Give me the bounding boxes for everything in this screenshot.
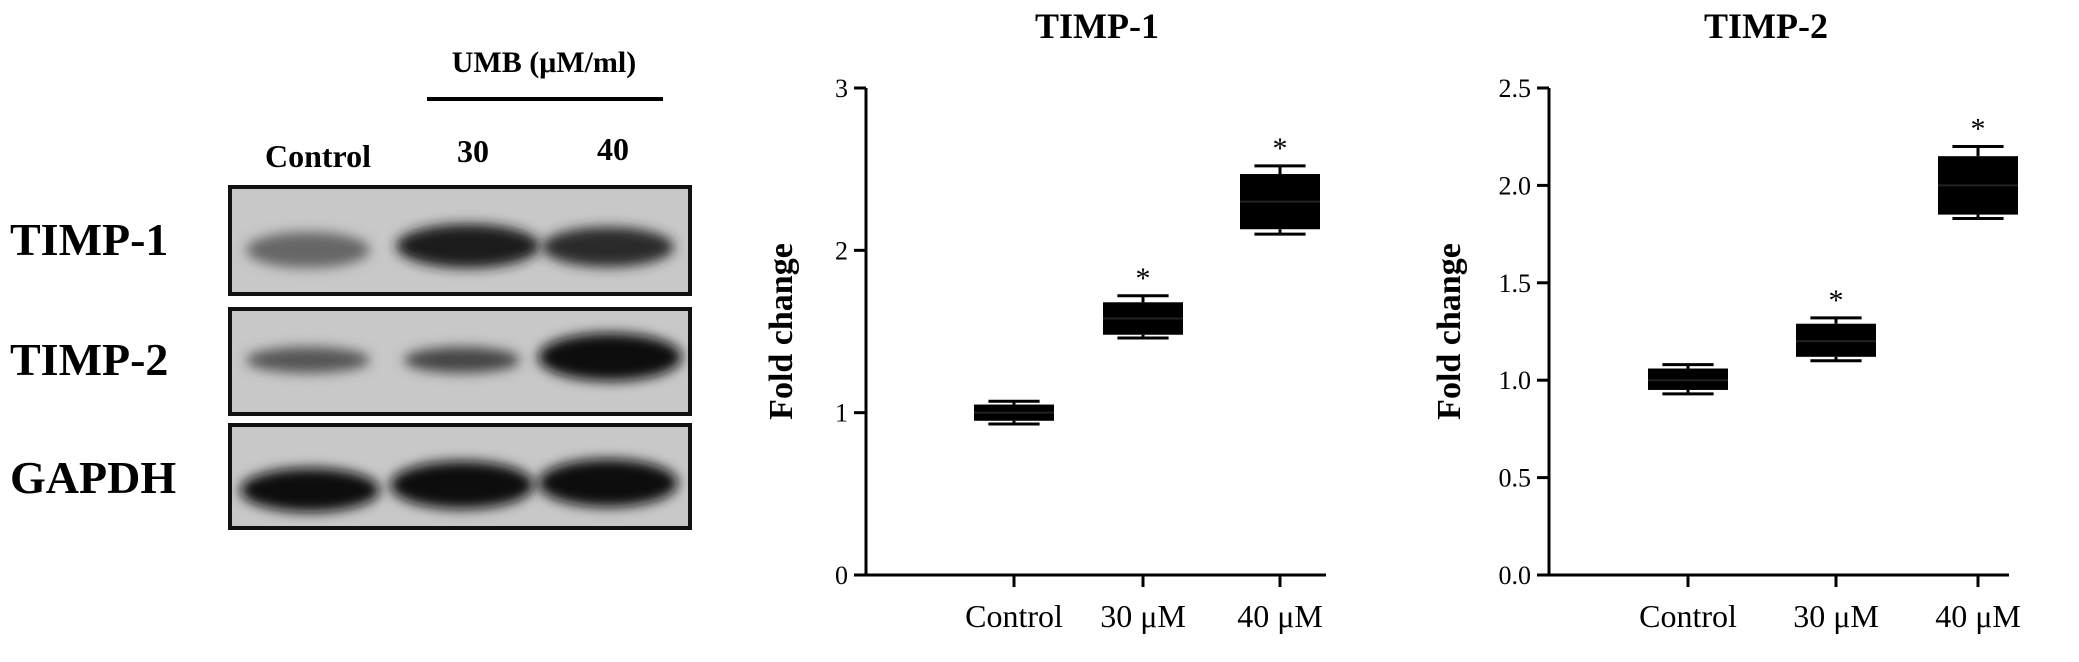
lane-label: 40	[597, 131, 629, 167]
row-label: GAPDH	[10, 452, 176, 503]
blot-strip	[228, 185, 692, 296]
y-axis-label: Fold change	[763, 243, 800, 420]
blot-strip	[228, 307, 692, 416]
x-tick-label: Control	[1639, 598, 1737, 634]
y-tick-label: 0.5	[1499, 464, 1532, 493]
significance-mark: *	[1273, 132, 1288, 165]
row-label: TIMP-2	[10, 334, 168, 385]
lane-label: Control	[265, 138, 371, 174]
y-tick-label: 2	[835, 236, 848, 265]
significance-mark: *	[1829, 284, 1844, 317]
x-tick-label: 40 μM	[1237, 598, 1323, 634]
y-tick-label: 0.0	[1499, 561, 1532, 590]
y-tick-label: 2.0	[1499, 171, 1532, 200]
y-tick-label: 3	[835, 74, 848, 103]
x-tick-label: Control	[965, 598, 1063, 634]
x-tick-label: 30 μM	[1100, 598, 1186, 634]
y-tick-label: 1.5	[1499, 269, 1532, 298]
y-tick-label: 0	[835, 561, 848, 590]
x-tick-label: 40 μM	[1935, 598, 2021, 634]
x-tick-label: 30 μM	[1793, 598, 1879, 634]
y-axis-label: Fold change	[1431, 243, 1468, 420]
chart-title: TIMP-1	[1035, 6, 1159, 46]
row-label: TIMP-1	[10, 214, 168, 265]
lane-label: 30	[457, 133, 489, 169]
treatment-label: UMB (μM/ml)	[452, 46, 636, 79]
significance-mark: *	[1971, 112, 1986, 145]
blot-strip	[228, 423, 692, 530]
significance-mark: *	[1136, 262, 1151, 295]
chart-title: TIMP-2	[1704, 6, 1828, 46]
y-tick-label: 2.5	[1499, 74, 1532, 103]
y-tick-label: 1.0	[1499, 366, 1532, 395]
y-tick-label: 1	[835, 399, 848, 428]
